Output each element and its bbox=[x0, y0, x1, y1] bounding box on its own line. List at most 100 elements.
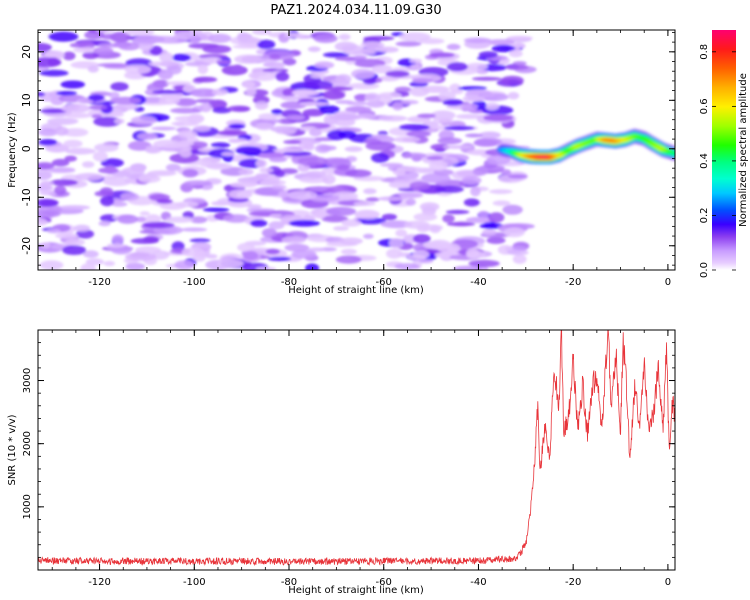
noise-blob bbox=[502, 204, 523, 215]
noise-blob bbox=[109, 112, 125, 117]
noise-blob bbox=[64, 112, 92, 119]
noise-blob bbox=[82, 51, 99, 60]
noise-blob bbox=[246, 208, 276, 213]
noise-blob bbox=[97, 63, 129, 67]
noise-blob bbox=[378, 115, 408, 122]
noise-blob bbox=[98, 43, 125, 48]
y-tick-label: 2000 bbox=[22, 431, 33, 456]
noise-blob bbox=[49, 179, 78, 186]
noise-blob bbox=[446, 43, 461, 51]
noise-blob bbox=[82, 161, 95, 168]
noise-blob bbox=[217, 130, 247, 136]
noise-blob bbox=[442, 214, 455, 223]
noise-blob bbox=[39, 108, 68, 114]
noise-blob bbox=[272, 148, 305, 153]
noise-blob bbox=[242, 80, 256, 89]
noise-blob bbox=[486, 39, 515, 46]
noise-blob bbox=[381, 213, 397, 221]
noise-blob bbox=[39, 69, 69, 77]
noise-blob bbox=[284, 243, 310, 252]
noise-blob bbox=[411, 77, 434, 84]
noise-blob bbox=[508, 49, 523, 58]
noise-blob bbox=[216, 60, 232, 65]
noise-blob bbox=[179, 148, 192, 158]
noise-blob bbox=[299, 176, 329, 184]
noise-blob bbox=[309, 186, 328, 192]
noise-blob bbox=[394, 86, 412, 93]
noise-blob bbox=[463, 198, 480, 207]
noise-blob bbox=[80, 263, 96, 270]
noise-blob bbox=[43, 51, 65, 59]
colorbar-tick-label: 0.0 bbox=[699, 262, 710, 278]
noise-blob bbox=[189, 88, 218, 98]
noise-blob bbox=[291, 250, 317, 259]
noise-blob bbox=[267, 256, 291, 262]
noise-blob bbox=[395, 41, 422, 47]
noise-blob bbox=[319, 105, 340, 115]
noise-blob bbox=[261, 228, 277, 238]
noise-blob bbox=[255, 266, 277, 270]
noise-blob bbox=[254, 101, 269, 110]
noise-blob bbox=[412, 250, 430, 259]
y-tick-label: 3000 bbox=[22, 368, 33, 393]
noise-blob bbox=[304, 170, 327, 179]
noise-blob bbox=[180, 227, 208, 232]
noise-blob bbox=[103, 260, 116, 267]
noise-blob bbox=[223, 214, 250, 223]
noise-blob bbox=[167, 65, 182, 75]
noise-blob bbox=[87, 65, 99, 73]
noise-blob bbox=[345, 169, 372, 178]
noise-blob bbox=[38, 128, 58, 137]
noise-blob bbox=[38, 198, 59, 207]
noise-blob bbox=[313, 34, 338, 43]
noise-blob bbox=[255, 122, 274, 131]
noise-blob bbox=[65, 147, 96, 155]
noise-blob bbox=[271, 109, 283, 115]
noise-blob bbox=[392, 102, 404, 111]
noise-blob bbox=[466, 89, 491, 95]
noise-blob bbox=[114, 103, 139, 111]
noise-blob bbox=[318, 145, 337, 151]
noise-blob bbox=[309, 128, 322, 137]
y-tick-label: -10 bbox=[20, 188, 33, 206]
noise-blob bbox=[388, 181, 415, 189]
noise-blob bbox=[282, 58, 297, 66]
noise-blob bbox=[413, 213, 438, 221]
noise-blob bbox=[473, 139, 499, 147]
noise-blob bbox=[238, 168, 254, 176]
noise-blob bbox=[486, 237, 506, 244]
noise-blob bbox=[426, 155, 444, 161]
noise-blob bbox=[322, 52, 350, 58]
noise-blob bbox=[91, 114, 102, 119]
noise-blob bbox=[82, 250, 99, 258]
y-tick-label: 1000 bbox=[22, 494, 33, 519]
noise-blob bbox=[40, 242, 51, 249]
noise-blob bbox=[421, 173, 451, 184]
noise-blob bbox=[405, 198, 416, 206]
noise-blob bbox=[130, 115, 157, 125]
colorbar-tick-label: 0.8 bbox=[699, 44, 710, 60]
y-tick-label: 10 bbox=[20, 93, 33, 107]
noise-blob bbox=[93, 46, 114, 56]
noise-blob bbox=[237, 242, 255, 252]
noise-blob bbox=[170, 107, 201, 114]
noise-blob bbox=[340, 248, 357, 255]
noise-blob bbox=[232, 44, 265, 49]
noise-blob bbox=[69, 42, 87, 48]
noise-blob bbox=[335, 255, 362, 264]
noise-blob bbox=[165, 81, 192, 86]
noise-blob bbox=[406, 130, 432, 137]
noise-blob bbox=[100, 158, 124, 168]
noise-blob bbox=[389, 238, 404, 249]
noise-blob bbox=[163, 143, 188, 149]
x-tick-label: -20 bbox=[565, 277, 581, 288]
x-tick-label: -120 bbox=[88, 277, 111, 288]
noise-blob bbox=[233, 138, 248, 143]
colorbar-ticks: 0.0 0.2 0.4 0.6 0.8 bbox=[699, 44, 736, 278]
noise-blob bbox=[479, 131, 501, 139]
noise-blob bbox=[47, 117, 79, 125]
noise-blob bbox=[314, 61, 335, 69]
noise-blob bbox=[472, 166, 488, 176]
noise-blob bbox=[258, 113, 278, 121]
noise-blob bbox=[64, 155, 77, 162]
